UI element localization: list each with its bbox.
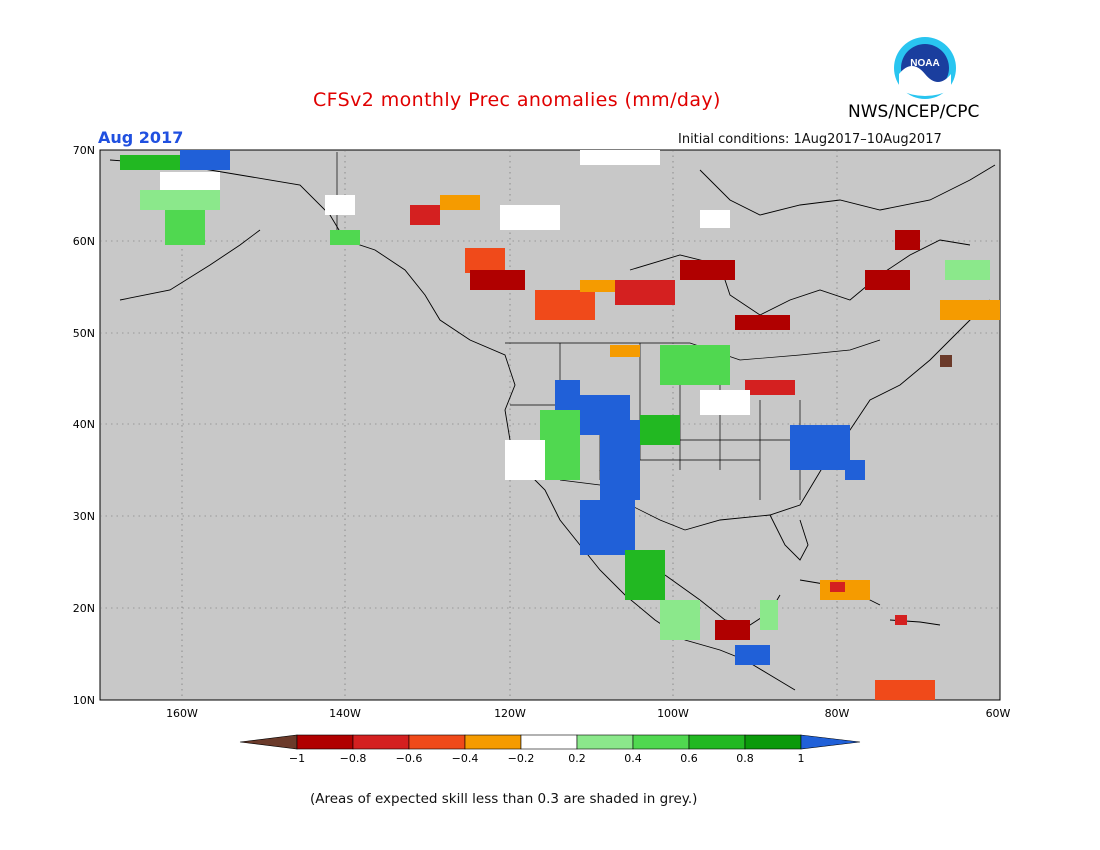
colorbar-label: 0.2 [568, 752, 586, 765]
colorbar: −1 −0.8 −0.6 −0.4 −0.2 0.2 0.4 0.6 0.8 1 [239, 734, 861, 765]
colorbar-segment [632, 734, 690, 750]
lon-tick-120w: 120W [494, 707, 526, 720]
lat-tick-40n: 40N [73, 418, 95, 431]
colorbar-segment [352, 734, 410, 750]
noaa-logo-text: NOAA [910, 58, 939, 69]
initial-conditions: Initial conditions: 1Aug2017–10Aug2017 [678, 132, 942, 147]
colorbar-segment [520, 734, 578, 750]
colorbar-label: −1 [289, 752, 305, 765]
lat-tick-30n: 30N [73, 510, 95, 523]
colorbar-segment [800, 734, 861, 750]
colorbar-label: 1 [798, 752, 805, 765]
noaa-logo: NOAA [894, 37, 956, 99]
agency-label: NWS/NCEP/CPC [848, 102, 980, 122]
colorbar-segment [576, 734, 634, 750]
lat-tick-10n: 10N [73, 694, 95, 707]
lat-tick-labels: 70N 60N 50N 40N 30N 20N 10N [73, 144, 95, 707]
chart-title: CFSv2 monthly Prec anomalies (mm/day) [313, 89, 721, 111]
lon-tick-labels: 160W 140W 120W 100W 80W 60W [166, 707, 1010, 720]
lat-tick-60n: 60N [73, 235, 95, 248]
lat-tick-70n: 70N [73, 144, 95, 157]
colorbar-segment [408, 734, 466, 750]
colorbar-segment [688, 734, 746, 750]
lon-tick-80w: 80W [825, 707, 850, 720]
colorbar-label: −0.4 [452, 752, 479, 765]
colorbar-label: 0.6 [680, 752, 698, 765]
lon-tick-140w: 140W [329, 707, 361, 720]
colorbar-label: 0.8 [736, 752, 754, 765]
anomaly-patches [120, 150, 1000, 700]
lat-tick-20n: 20N [73, 602, 95, 615]
lat-tick-50n: 50N [73, 327, 95, 340]
colorbar-label: −0.8 [340, 752, 367, 765]
month-label: Aug 2017 [98, 128, 184, 147]
lon-tick-60w: 60W [986, 707, 1011, 720]
skill-note: (Areas of expected skill less than 0.3 a… [310, 791, 698, 807]
colorbar-segment [744, 734, 802, 750]
colorbar-segment [464, 734, 522, 750]
colorbar-segment [239, 734, 298, 750]
lon-tick-160w: 160W [166, 707, 198, 720]
colorbar-label: −0.2 [508, 752, 535, 765]
colorbar-segment [296, 734, 354, 750]
lon-tick-100w: 100W [657, 707, 689, 720]
colorbar-label: 0.4 [624, 752, 642, 765]
colorbar-label: −0.6 [396, 752, 423, 765]
